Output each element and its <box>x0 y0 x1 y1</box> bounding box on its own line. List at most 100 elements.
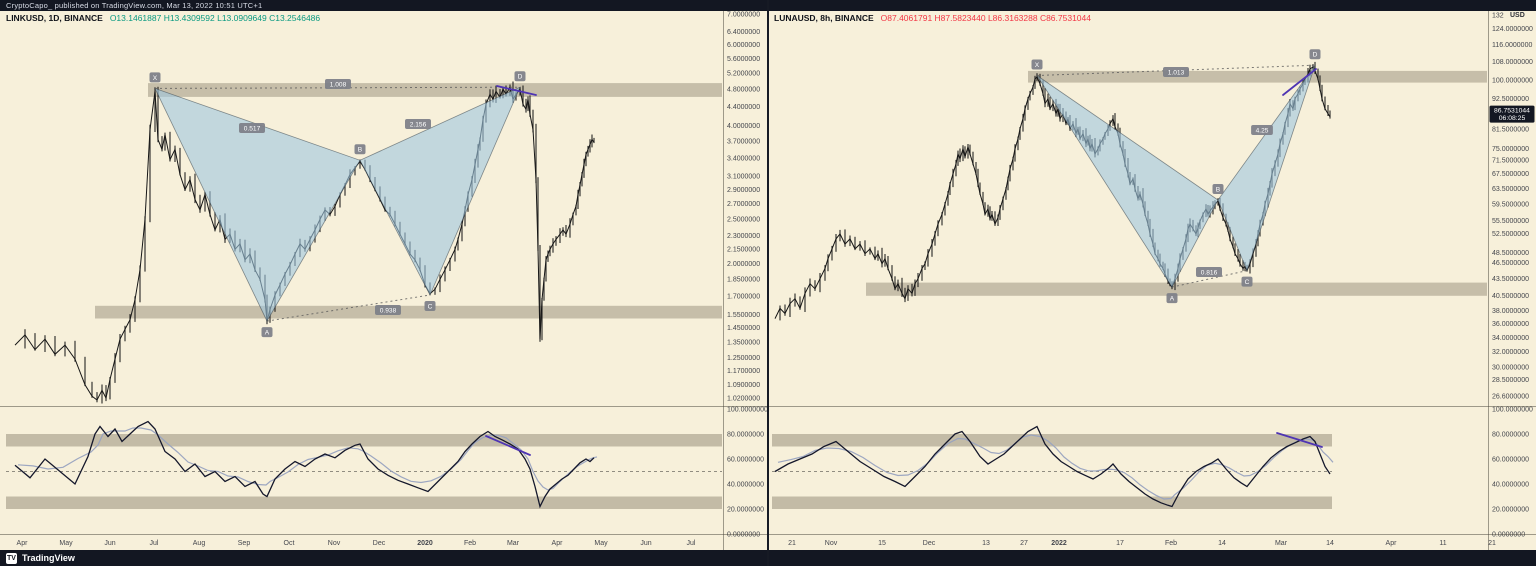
pattern-point-badge <box>1241 276 1253 287</box>
pattern-point-badge <box>514 71 526 82</box>
time-tick-label: 21 <box>788 540 796 547</box>
price-tick-label: 1.4500000 <box>727 325 760 332</box>
pattern-connector <box>154 86 521 89</box>
price-zone <box>148 83 722 97</box>
pattern-polygon <box>359 86 521 296</box>
rsi-tick-label: 40.0000000 <box>1492 481 1529 488</box>
price-tick-label: 2.3000000 <box>727 233 760 240</box>
price-tick-label: 4.0000000 <box>727 123 760 130</box>
price-tick-label: 59.5000000 <box>1492 201 1529 208</box>
ratio-badge <box>239 123 265 133</box>
ratio-badge-text: 4.25 <box>1256 127 1269 134</box>
legend-lunausd[interactable]: LUNAUSD, 8h, BINANCE O87.4061791 H87.582… <box>774 13 1091 23</box>
time-tick-label: 21 <box>1488 540 1496 547</box>
price-tick-label: 75.0000000 <box>1492 146 1529 153</box>
price-tick-label: 132 <box>1492 13 1504 20</box>
time-tick-label: Mar <box>507 540 520 547</box>
price-tick-label: 71.5000000 <box>1492 158 1529 165</box>
pattern-point-badge <box>1309 49 1321 60</box>
pattern-point-badge-text: B <box>1216 186 1221 193</box>
ratio-badge <box>375 305 401 315</box>
price-tick-label: 1.0900000 <box>727 382 760 389</box>
rsi-divergence-line <box>1276 432 1323 448</box>
pattern-point-badge-text: D <box>1313 52 1318 59</box>
time-tick-label: Mar <box>1275 540 1288 547</box>
time-tick-label: Apr <box>17 540 29 547</box>
rsi-tick-label: 20.0000000 <box>1492 506 1529 513</box>
symbol-title[interactable]: LUNAUSD, 8h, BINANCE <box>774 13 874 23</box>
legend-linkusd[interactable]: LINKUSD, 1D, BINANCE O13.1461887 H13.430… <box>6 13 320 23</box>
time-tick-label: Nov <box>328 540 341 547</box>
symbol-title[interactable]: LINKUSD, 1D, BINANCE <box>6 13 103 23</box>
publication-info: CryptoCapo_ published on TradingView.com… <box>6 1 263 10</box>
ratio-badge-text: 0.517 <box>244 125 261 132</box>
time-tick-label: May <box>59 540 73 547</box>
price-tick-label: 5.2000000 <box>727 71 760 78</box>
time-tick-label: 2022 <box>1051 540 1067 547</box>
pattern-point-badge <box>1031 59 1043 70</box>
rsi-tick-label: 60.0000000 <box>1492 456 1529 463</box>
rsi-tick-label: 80.0000000 <box>727 431 764 438</box>
pattern-point-badge <box>149 72 161 83</box>
price-tick-label: 1.3500000 <box>727 339 760 346</box>
price-tick-label: 92.5000000 <box>1492 96 1529 103</box>
price-tick-label: 1.2500000 <box>727 355 760 362</box>
price-tick-label: 36.0000000 <box>1492 321 1529 328</box>
price-scale-left[interactable] <box>724 11 768 535</box>
pattern-point-badge-text: C <box>1245 279 1250 286</box>
panel-divider <box>767 0 769 566</box>
price-tick-label: 30.0000000 <box>1492 365 1529 372</box>
rsi-tick-label: 100.0000000 <box>727 406 768 413</box>
price-tick-label: 2.9000000 <box>727 187 760 194</box>
time-tick-label: 17 <box>1116 540 1124 547</box>
time-scale-right[interactable] <box>769 535 1536 551</box>
price-tick-label: 1.1700000 <box>727 368 760 375</box>
ratio-badge <box>405 119 431 129</box>
price-tick-label: 28.5000000 <box>1492 377 1529 384</box>
ratio-badge <box>325 79 351 89</box>
time-tick-label: Oct <box>284 540 295 547</box>
pattern-point-badge <box>1212 184 1224 194</box>
ratio-badge-text: 0.938 <box>380 307 397 314</box>
rsi-line <box>14 420 595 509</box>
ratio-badge <box>1163 67 1189 77</box>
time-tick-label: 15 <box>878 540 886 547</box>
tradingview-logo[interactable]: TV <box>6 552 17 564</box>
ratio-badge-text: 1.013 <box>1168 69 1185 76</box>
price-tick-label: 3.4000000 <box>727 155 760 162</box>
price-zone <box>1028 70 1487 83</box>
current-price-value: 86.7531044 <box>1494 108 1530 115</box>
price-scale-right[interactable] <box>1489 11 1536 535</box>
price-tick-label: 2.1500000 <box>727 247 760 254</box>
bar-countdown: 06:08:25 <box>1499 115 1526 122</box>
price-tick-label: 1.7000000 <box>727 293 760 300</box>
price-tick-label: 100.0000000 <box>1492 78 1533 85</box>
rsi-tick-label: 40.0000000 <box>727 481 764 488</box>
rsi-tick-label: 20.0000000 <box>727 506 764 513</box>
currency-unit-label: USD <box>1510 12 1525 19</box>
price-tick-label: 5.6000000 <box>727 56 760 63</box>
price-tick-label: 55.5000000 <box>1492 218 1529 225</box>
ratio-badge-text: 1.008 <box>330 81 347 88</box>
price-tick-label: 2.7000000 <box>727 201 760 208</box>
time-tick-label: Jun <box>640 540 651 547</box>
current-price-badge <box>1489 105 1535 123</box>
price-tick-label: 32.0000000 <box>1492 349 1529 356</box>
price-tick-label: 26.6000000 <box>1492 393 1529 400</box>
price-tick-label: 2.5000000 <box>727 217 760 224</box>
rsi-band <box>772 496 1332 509</box>
time-scale-left[interactable] <box>0 535 767 551</box>
time-tick-label: Nov <box>825 540 838 547</box>
price-tick-label: 3.1000000 <box>727 174 760 181</box>
footer-brand-label[interactable]: TradingView <box>22 553 75 563</box>
pattern-point-badge <box>424 301 436 311</box>
price-tick-label: 81.5000000 <box>1492 126 1529 133</box>
price-tick-label: 48.5000000 <box>1492 250 1529 257</box>
price-tick-label: 38.0000000 <box>1492 308 1529 315</box>
price-tick-label: 34.0000000 <box>1492 335 1529 342</box>
ohlc-values: O87.4061791 H87.5823440 L86.3163288 C86.… <box>880 13 1091 23</box>
time-tick-label: Apr <box>1386 540 1398 547</box>
rsi-band <box>772 434 1332 447</box>
price-tick-label: 4.8000000 <box>727 87 760 94</box>
